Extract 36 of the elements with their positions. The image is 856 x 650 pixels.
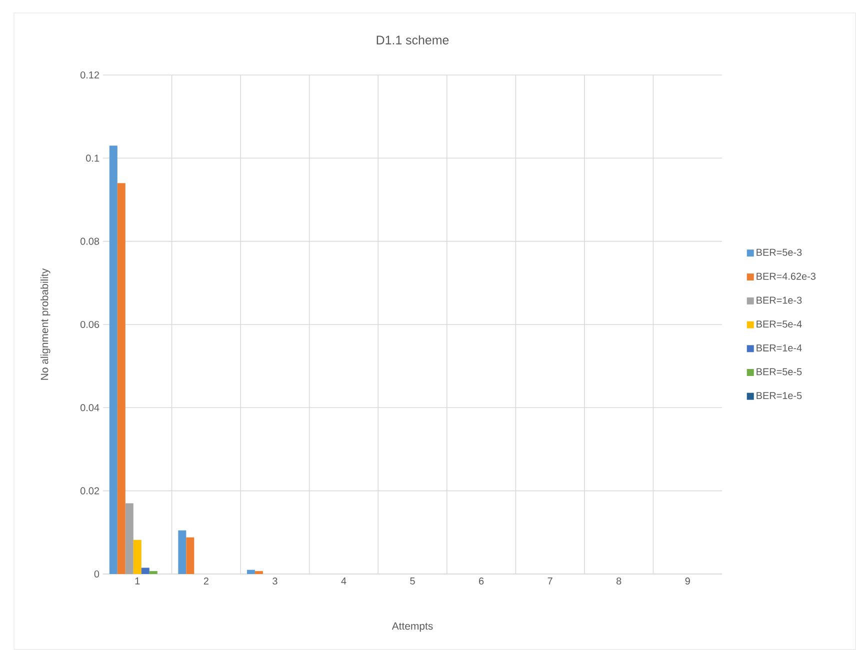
bar bbox=[186, 537, 194, 574]
legend-label: BER=4.62e-3 bbox=[756, 272, 816, 280]
x-tick-label: 2 bbox=[204, 578, 208, 584]
x-axis-title: Attempts bbox=[392, 622, 433, 632]
y-tick-label: 0.02 bbox=[80, 487, 99, 494]
y-tick-label: 0.12 bbox=[80, 71, 99, 79]
legend-label: BER=1e-3 bbox=[756, 296, 802, 304]
x-tick-label: 9 bbox=[685, 578, 690, 585]
bar bbox=[141, 568, 150, 574]
legend-label: BER=5e-5 bbox=[756, 368, 802, 376]
bar bbox=[178, 530, 186, 574]
y-tick-label: 0.08 bbox=[80, 238, 100, 245]
legend-label: BER=5e-3 bbox=[756, 248, 802, 256]
y-tick-label: 0.1 bbox=[86, 154, 100, 162]
bar bbox=[117, 183, 126, 574]
y-tick-label: 0.04 bbox=[80, 404, 100, 412]
bar bbox=[254, 571, 263, 574]
y-tick-label: 0.06 bbox=[80, 320, 100, 328]
bar bbox=[149, 571, 158, 574]
chart-title: D1.1 scheme bbox=[376, 35, 449, 44]
x-tick-label: 8 bbox=[616, 578, 622, 585]
bar bbox=[125, 503, 134, 574]
legend-label: BER=5e-4 bbox=[756, 320, 802, 328]
x-tick-label: 3 bbox=[272, 578, 278, 585]
legend-label: BER=1e-5 bbox=[756, 392, 802, 400]
x-tick-label: 6 bbox=[479, 578, 484, 585]
bar bbox=[109, 146, 118, 574]
bar bbox=[246, 570, 255, 574]
legend-label: BER=1e-4 bbox=[756, 344, 802, 352]
y-axis-title: No alignment probability bbox=[40, 268, 50, 380]
x-tick-label: 7 bbox=[548, 578, 552, 584]
bar bbox=[133, 540, 142, 574]
x-tick-label: 1 bbox=[135, 578, 140, 584]
x-tick-label: 4 bbox=[341, 578, 346, 584]
x-tick-label: 5 bbox=[410, 578, 415, 584]
y-tick-label: 0 bbox=[94, 570, 100, 578]
